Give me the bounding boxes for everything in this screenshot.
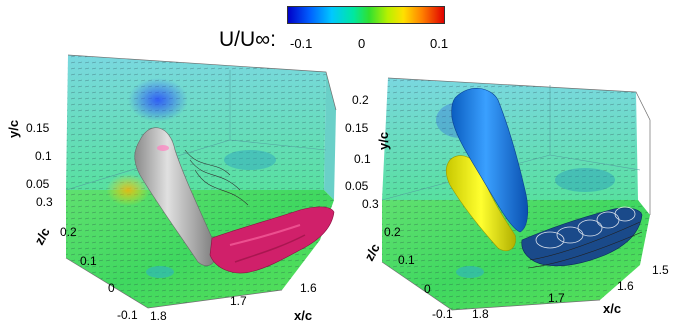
legend-mid-label: 0 xyxy=(358,36,366,51)
left-y-tick-1: 0.15 xyxy=(26,121,50,135)
right-y-tick-3: 0.1 xyxy=(354,152,371,166)
right-negative-isosurface xyxy=(451,88,529,233)
left-x-tick-1: 1.8 xyxy=(150,309,167,323)
right-x-tick-2: 1.7 xyxy=(548,291,565,305)
right-x-tick-1: 1.8 xyxy=(472,307,489,321)
right-panel xyxy=(381,77,651,311)
right-streamline-spirals xyxy=(535,206,636,249)
right-z-tick-5: -0.1 xyxy=(432,307,453,321)
right-y-tick-1: 0.2 xyxy=(352,93,369,107)
right-z-tick-4: 0 xyxy=(424,282,431,296)
right-z-axis-title: z/c xyxy=(361,241,382,263)
left-x-tick-2: 1.7 xyxy=(230,294,247,308)
left-z-tick-3: 0.1 xyxy=(80,254,97,268)
right-y-axis-title: y/c xyxy=(376,132,391,150)
left-z-axis-title: z/c xyxy=(31,225,52,247)
left-y-tick-2: 0.1 xyxy=(35,149,52,163)
legend-title: U/U∞: xyxy=(219,28,276,51)
legend-min-label: -0.1 xyxy=(290,36,313,51)
left-x-tick-3: 1.6 xyxy=(300,281,317,295)
left-z-tick-5: -0.1 xyxy=(117,308,138,322)
right-z-tick-2: 0.2 xyxy=(384,225,401,239)
left-side-wall xyxy=(324,72,336,200)
left-x-axis-title: x/c xyxy=(294,308,312,323)
left-y-tick-3: 0.05 xyxy=(26,177,50,191)
right-x-axis-title: x/c xyxy=(603,301,621,316)
right-x-tick-3: 1.6 xyxy=(617,279,634,293)
left-wake-isosurface xyxy=(209,206,335,274)
right-y-tick-4: 0.05 xyxy=(345,179,369,193)
left-panel xyxy=(65,54,337,309)
left-y-axis-title: y/c xyxy=(6,120,21,138)
right-y-tick-2: 0.15 xyxy=(345,121,369,135)
legend-max-label: 0.1 xyxy=(430,36,449,51)
right-axes: 0.2 0.15 0.1 0.05 y/c 0.3 0.2 0.1 0 -0.1… xyxy=(345,93,669,321)
right-x-tick-4: 1.5 xyxy=(652,263,669,277)
left-z-tick-4: 0 xyxy=(108,281,115,295)
right-z-tick-1: 0.3 xyxy=(362,197,379,211)
left-z-tick-2: 0.2 xyxy=(60,225,77,239)
left-axes: y/c 0.15 0.1 0.05 z/c 0.3 0.2 0.1 0 -0.1… xyxy=(6,120,317,323)
right-wake-isosurface xyxy=(521,207,643,267)
colorbar xyxy=(287,6,445,24)
left-z-tick-1: 0.3 xyxy=(36,195,53,209)
right-z-tick-3: 0.1 xyxy=(398,253,415,267)
